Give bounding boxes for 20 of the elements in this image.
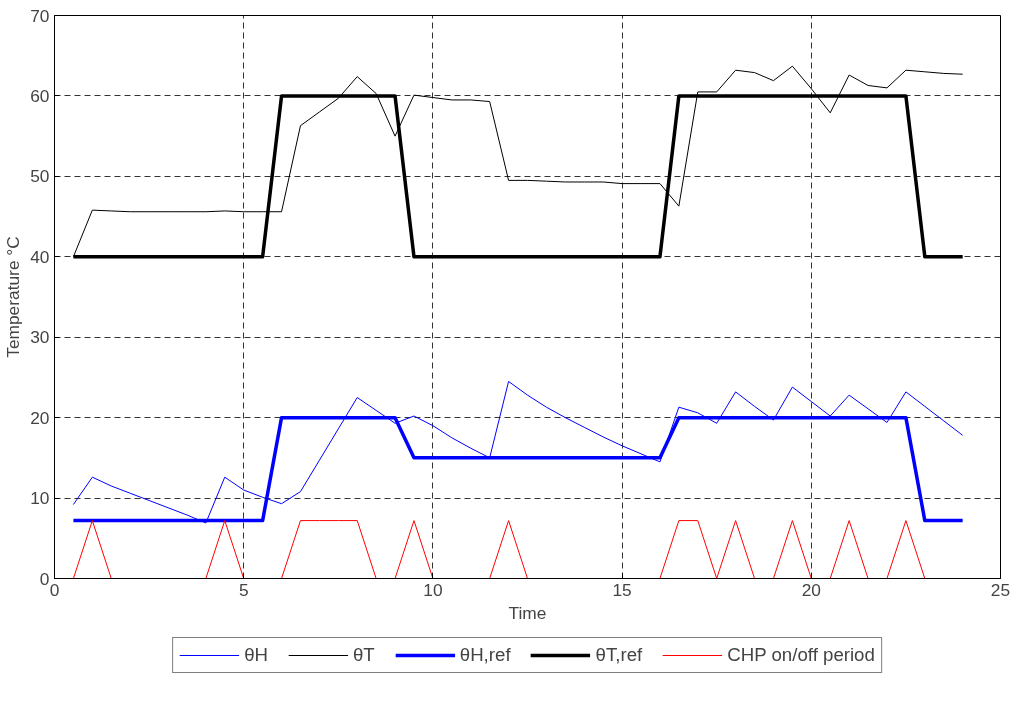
y-tick-label: 20 [30,407,50,428]
line-series [72,380,964,524]
x-axis-title: Time [508,602,547,623]
y-tick-label: 40 [30,246,50,267]
legend-label: θT [352,644,375,666]
x-tick-label: 20 [801,579,821,600]
legend-label: θH [244,644,268,666]
legend-label: θT,ref [595,644,643,666]
x-tick-label: 5 [238,579,249,600]
y-axis-title: Temperature °C [3,236,24,358]
y-tick-label: 60 [30,85,50,106]
y-tick-label: 50 [30,166,50,187]
y-tick-label: 70 [30,5,50,26]
x-tick-label: 15 [612,579,632,600]
x-tick-label: 25 [990,579,1011,600]
x-tick-label: 10 [423,579,443,600]
legend-label: θH,ref [459,644,511,666]
y-tick-label: 30 [30,327,50,348]
y-tick-label: 10 [30,488,50,509]
legend-label: CHP on/off period [727,644,875,666]
